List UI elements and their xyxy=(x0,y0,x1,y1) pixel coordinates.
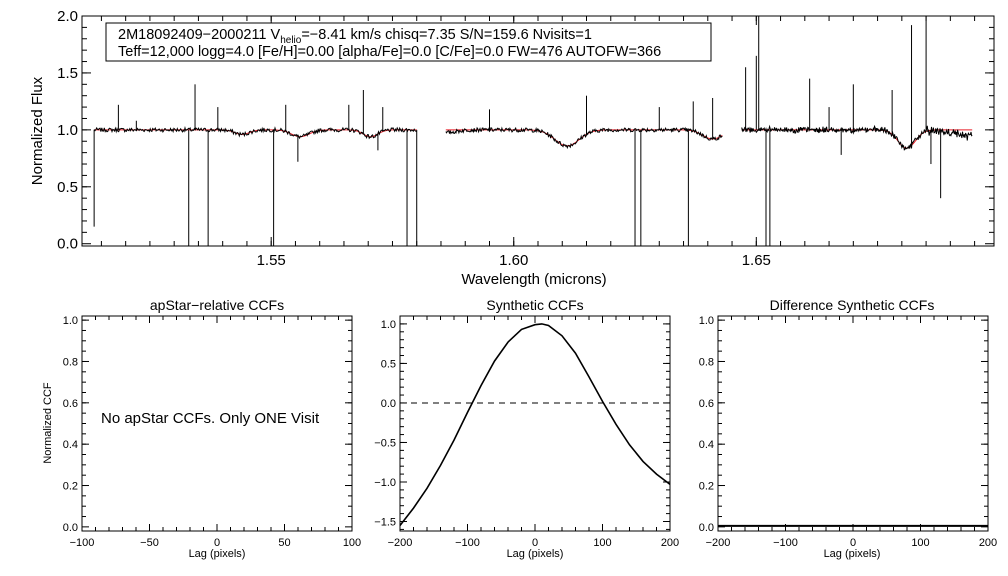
apstar-ccf-plot-frame xyxy=(81,315,353,532)
apstar-ccf-panel: −100 −50 0 50 100 0.0 0.2 0.4 0.6 0.8 1.0 apStar−r… xyxy=(42,297,361,560)
apstar-ccf-title: apStar−relative CCFs xyxy=(150,297,284,313)
spectrum-panel: 1.55 1.60 1.65 0.0 0.5 1.0 1.5 2.0 2M18092409−2… xyxy=(29,8,995,288)
apstar-ccf-ticks: −100 −50 0 50 100 0.0 0.2 0.4 0.6 0.8 1.0 xyxy=(63,315,361,549)
x-tick-label: 200 xyxy=(661,537,679,549)
difference-ccf-x-axis-label: Lag (pixels) xyxy=(824,548,881,560)
x-tick-label: 1.65 xyxy=(742,252,771,269)
info-v-helio-label: V xyxy=(271,27,281,43)
observed-spectrum-segment xyxy=(445,126,723,150)
apstar-ccf-annotation: No apStar CCFs. Only ONE Visit xyxy=(101,410,320,427)
y-tick-label: −0.5 xyxy=(374,437,396,449)
model-spectrum-segment xyxy=(741,129,973,149)
y-tick-label: 0.2 xyxy=(63,481,78,493)
x-tick-label: 100 xyxy=(343,537,361,549)
y-tick-label: 2.0 xyxy=(57,8,78,25)
spectrum-x-axis-label: Wavelength (microns) xyxy=(461,271,606,288)
difference-ccf-plot-frame xyxy=(717,315,989,532)
x-tick-label: −200 xyxy=(706,537,731,549)
y-tick-label: 1.0 xyxy=(63,315,78,327)
spectrum-observed-line xyxy=(93,16,973,246)
y-tick-label: 0.0 xyxy=(57,236,78,253)
x-tick-label: 100 xyxy=(593,537,611,549)
y-tick-label: 1.0 xyxy=(699,315,714,327)
model-spectrum-segment xyxy=(445,129,723,147)
y-tick-label: −1.5 xyxy=(374,517,396,529)
y-tick-label: −1.0 xyxy=(374,477,396,489)
info-line2: Teff=12,000 logg=4.0 [Fe/H]=0.00 [alpha/… xyxy=(118,44,661,60)
x-tick-label: −100 xyxy=(455,537,480,549)
spectrum-model-line xyxy=(94,129,973,149)
spectrum-ticks: 1.55 1.60 1.65 0.0 0.5 1.0 1.5 2.0 xyxy=(57,8,994,269)
difference-ccf-ticks: −200 −100 0 100 200 0.0 0.2 0.4 0.6 0.8 1.0 xyxy=(699,315,997,549)
synthetic-ccf-title: Synthetic CCFs xyxy=(486,297,583,313)
x-tick-label: −50 xyxy=(140,537,159,549)
difference-ccf-panel: −200 −100 0 100 200 0.0 0.2 0.4 0.6 0.8 1.0 Differ… xyxy=(699,297,997,560)
spectrum-plot-frame xyxy=(81,15,995,247)
info-v-helio-subscript: helio xyxy=(280,35,302,46)
x-tick-label: −100 xyxy=(773,537,798,549)
y-tick-label: 0.2 xyxy=(699,481,714,493)
y-tick-label: 0.0 xyxy=(699,522,714,534)
spectrum-y-axis-label: Normalized Flux xyxy=(29,76,46,185)
info-box xyxy=(105,22,712,62)
y-tick-label: 0.4 xyxy=(63,439,78,451)
y-tick-label: 1.0 xyxy=(381,319,396,331)
y-tick-label: 0.0 xyxy=(381,398,396,410)
apstar-ccf-x-axis-label: Lag (pixels) xyxy=(189,548,246,560)
observed-spectrum-segment xyxy=(741,124,973,151)
x-tick-label: 0 xyxy=(532,537,538,549)
synthetic-ccf-plot-frame xyxy=(399,315,671,532)
x-tick-label: −200 xyxy=(388,537,413,549)
x-tick-label: 0 xyxy=(214,537,220,549)
info-star-id: 2M18092409−2000211 xyxy=(118,27,267,43)
x-tick-label: −100 xyxy=(70,537,95,549)
observed-spectrum-segment xyxy=(93,125,417,140)
y-tick-label: 0.5 xyxy=(57,179,78,196)
synthetic-ccf-x-axis-label: Lag (pixels) xyxy=(507,548,564,560)
info-line1-values: =−8.41 km/s chisq=7.35 S/N=159.6 Nvisits… xyxy=(301,27,592,43)
y-tick-label: 0.8 xyxy=(63,356,78,368)
y-tick-label: 1.0 xyxy=(57,122,78,139)
synthetic-ccf-series xyxy=(399,323,671,526)
x-tick-label: 50 xyxy=(278,537,290,549)
synthetic-ccf-ticks: −200 −100 0 100 200 −1.5 −1.0 −0.5 0.0 0.5 1.0 xyxy=(374,315,679,549)
y-tick-label: 0.5 xyxy=(381,358,396,370)
y-tick-label: 0.4 xyxy=(699,439,714,451)
y-tick-label: 0.6 xyxy=(699,398,714,410)
x-tick-label: 200 xyxy=(979,537,997,549)
x-tick-label: 100 xyxy=(911,537,929,549)
x-tick-label: 1.60 xyxy=(499,252,528,269)
y-tick-label: 0.8 xyxy=(699,356,714,368)
y-tick-label: 0.0 xyxy=(63,522,78,534)
apstar-ccf-y-axis-label: Normalized CCF xyxy=(42,382,54,464)
y-tick-label: 1.5 xyxy=(57,65,78,82)
x-tick-label: 0 xyxy=(850,537,856,549)
synthetic-ccf-panel: −200 −100 0 100 200 −1.5 −1.0 −0.5 0.0 0.5 1.0 Syn… xyxy=(374,297,679,560)
x-tick-label: 1.55 xyxy=(257,252,286,269)
svg-text:2M18092409−2000211 Vhelio=−8.: 2M18092409−2000211 Vhelio=−8.41 km/s chi… xyxy=(118,27,592,46)
synthetic-ccf-line xyxy=(399,323,671,526)
difference-ccf-title: Difference Synthetic CCFs xyxy=(770,297,935,313)
y-tick-label: 0.6 xyxy=(63,398,78,410)
